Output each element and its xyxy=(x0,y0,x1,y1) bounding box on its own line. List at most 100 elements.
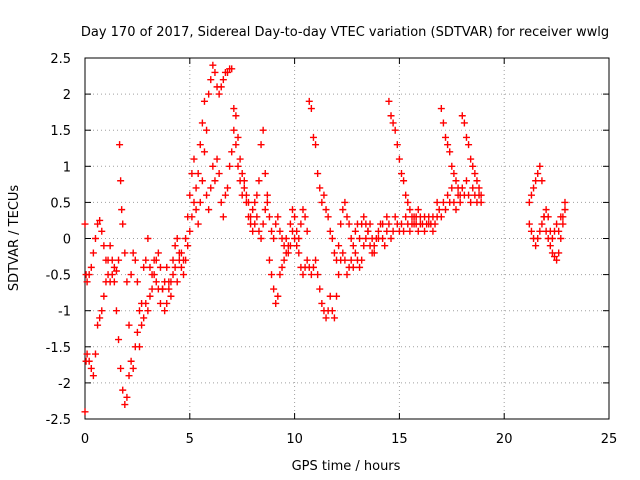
data-point xyxy=(557,235,565,242)
data-point xyxy=(437,213,445,221)
data-point xyxy=(465,141,473,149)
data-point xyxy=(333,256,341,264)
x-tick-label: 10 xyxy=(286,432,303,447)
data-point xyxy=(85,357,93,365)
data-point xyxy=(546,242,554,250)
data-point xyxy=(274,213,282,221)
y-tick-label: -0.5 xyxy=(46,269,71,284)
series-sdtvar-a xyxy=(81,126,569,416)
data-point xyxy=(182,235,190,242)
data-point xyxy=(412,213,420,221)
data-point xyxy=(81,408,89,416)
data-point xyxy=(211,68,219,76)
data-point xyxy=(152,278,160,286)
data-point xyxy=(450,198,458,206)
data-point xyxy=(307,105,315,113)
data-point xyxy=(343,271,351,279)
data-point xyxy=(397,170,405,178)
data-point xyxy=(129,364,137,372)
data-point xyxy=(316,285,324,293)
data-point xyxy=(194,170,202,178)
data-point xyxy=(144,307,152,315)
data-point xyxy=(232,141,240,149)
data-point xyxy=(180,271,188,279)
data-point xyxy=(96,314,104,322)
data-point xyxy=(293,242,301,250)
data-point xyxy=(110,278,118,286)
data-point xyxy=(106,242,114,250)
x-tick-label: 5 xyxy=(186,432,194,447)
data-point xyxy=(462,133,470,141)
data-point xyxy=(536,227,544,235)
data-point xyxy=(437,105,445,113)
data-point xyxy=(98,307,106,315)
data-point xyxy=(454,184,462,192)
data-point xyxy=(333,292,341,300)
data-point xyxy=(186,191,194,199)
data-point xyxy=(82,271,90,279)
data-point xyxy=(561,206,569,214)
data-point xyxy=(119,386,127,394)
data-point xyxy=(555,227,563,235)
data-point xyxy=(221,191,229,199)
x-tick-label: 15 xyxy=(391,432,408,447)
data-point xyxy=(259,220,267,228)
data-point xyxy=(188,170,196,178)
data-point xyxy=(406,206,414,214)
data-point xyxy=(87,263,95,271)
data-point xyxy=(341,198,349,206)
data-point xyxy=(276,227,284,235)
data-point xyxy=(284,242,292,250)
data-point xyxy=(131,256,139,264)
data-point xyxy=(211,177,219,185)
data-point xyxy=(127,357,135,365)
data-point xyxy=(116,141,124,149)
data-point xyxy=(96,216,104,224)
data-point xyxy=(219,76,227,84)
data-points xyxy=(81,61,569,416)
data-point xyxy=(110,263,118,271)
data-point xyxy=(442,133,450,141)
data-point xyxy=(532,242,540,250)
data-point xyxy=(112,267,120,275)
data-point xyxy=(161,307,169,315)
data-point xyxy=(146,263,154,271)
data-point xyxy=(165,285,173,293)
data-point xyxy=(184,242,192,250)
data-point xyxy=(360,242,368,250)
data-point xyxy=(261,206,269,214)
data-point xyxy=(431,220,439,228)
data-point xyxy=(303,227,311,235)
data-point xyxy=(374,227,382,235)
data-point xyxy=(553,220,561,228)
data-point xyxy=(356,235,364,242)
data-point xyxy=(89,372,97,380)
data-point xyxy=(184,213,192,221)
data-point xyxy=(381,242,389,250)
data-point xyxy=(358,256,366,264)
data-point xyxy=(530,184,538,192)
data-point xyxy=(154,249,162,257)
data-point xyxy=(94,220,102,228)
grid xyxy=(85,58,609,419)
data-point xyxy=(452,177,460,185)
data-point xyxy=(156,263,164,271)
data-point xyxy=(297,220,305,228)
data-point xyxy=(127,271,135,279)
data-point xyxy=(551,253,559,261)
data-point xyxy=(91,350,99,358)
data-point xyxy=(469,184,477,192)
data-point xyxy=(330,249,338,257)
data-point xyxy=(460,119,468,127)
data-point xyxy=(89,249,97,257)
data-point xyxy=(100,292,108,300)
data-point xyxy=(395,155,403,163)
data-point xyxy=(150,271,158,279)
data-point xyxy=(385,220,393,228)
data-point xyxy=(527,191,535,199)
data-point xyxy=(402,213,410,221)
data-point xyxy=(458,112,466,120)
y-tick-label: 1.5 xyxy=(50,124,71,139)
data-point xyxy=(94,321,102,329)
data-point xyxy=(414,206,422,214)
